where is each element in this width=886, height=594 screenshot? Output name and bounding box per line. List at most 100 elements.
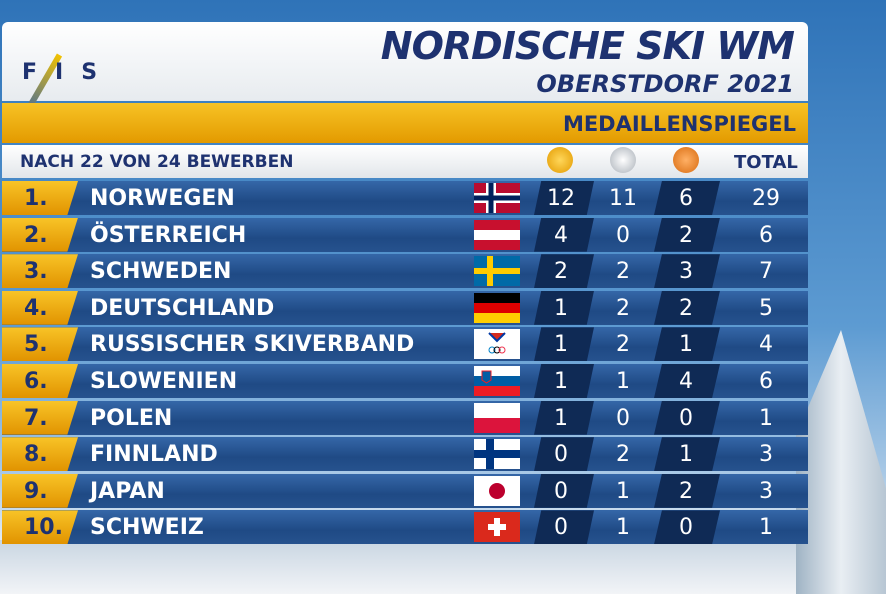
- medal-count: 4: [554, 222, 568, 248]
- medal-count: 2: [679, 222, 693, 248]
- cell-bg: [654, 437, 720, 472]
- rank: 4.: [24, 295, 48, 321]
- cell-bg: [534, 400, 594, 435]
- rank-cell: 7.: [2, 400, 78, 435]
- medal-count: 1: [616, 515, 630, 541]
- rank: 5.: [24, 332, 48, 358]
- flag: [474, 512, 520, 543]
- bronze-icon: [673, 147, 699, 173]
- rank-cell: 4.: [2, 290, 78, 325]
- country: FINNLAND: [90, 442, 218, 468]
- rank-cell: 3.: [2, 254, 78, 289]
- medal-count: 6: [759, 369, 773, 394]
- medal-count: 3: [679, 259, 693, 285]
- flag: [474, 475, 520, 506]
- medal-count: 1: [679, 332, 693, 358]
- table-row: 8. FINNLAND 0 2 1 3: [2, 437, 808, 472]
- flag: [474, 219, 520, 250]
- rank-cell: 5.: [2, 327, 78, 362]
- medal-count: 12: [547, 186, 575, 211]
- medal-count: 0: [616, 405, 630, 431]
- flag: [474, 329, 520, 360]
- medal-count: 2: [679, 478, 693, 504]
- medal-count: 2: [679, 295, 693, 321]
- cell-bg: [534, 217, 594, 252]
- cell-bg: [534, 254, 594, 289]
- cell-bg: [654, 181, 720, 215]
- cell-bg: [534, 364, 594, 398]
- flag: [474, 256, 520, 287]
- table-row: 2. ÖSTERREICH 4 0 2 6: [2, 217, 808, 252]
- medal-count: 0: [554, 478, 568, 504]
- medal-count: 0: [554, 515, 568, 541]
- cell-bg: [654, 290, 720, 325]
- country: SLOWENIEN: [90, 369, 238, 394]
- country: POLEN: [90, 405, 173, 431]
- banner-text: MEDAILLENSPIEGEL: [562, 112, 796, 136]
- medal-count: 2: [616, 442, 630, 468]
- medal-count: 2: [616, 295, 630, 321]
- medal-count: 6: [759, 222, 773, 248]
- rank-cell: 9.: [2, 473, 78, 508]
- medal-count: 4: [759, 332, 773, 358]
- medal-count: 6: [679, 186, 693, 211]
- table-row: 1. NORWEGEN 12 11 6 29: [2, 181, 808, 215]
- medal-count: 0: [616, 222, 630, 248]
- cell-bg: [654, 400, 720, 435]
- medal-count: 2: [616, 332, 630, 358]
- cell-bg: [654, 327, 720, 362]
- medal-count: 1: [554, 369, 568, 394]
- country: ÖSTERREICH: [90, 222, 247, 248]
- logo-letter: I: [55, 60, 64, 85]
- medal-count: 1: [759, 405, 773, 431]
- snow: [0, 540, 886, 594]
- country: DEUTSCHLAND: [90, 295, 275, 321]
- logo-letter: S: [81, 60, 98, 85]
- rank: 9.: [24, 478, 48, 504]
- rank-cell: 10.: [2, 510, 78, 545]
- medal-count: 29: [752, 186, 780, 211]
- medal-count: 0: [554, 442, 568, 468]
- table-row: 6. SLOWENIEN 1 1 4 6: [2, 364, 808, 398]
- medal-count: 1: [616, 369, 630, 394]
- rank: 8.: [24, 442, 48, 468]
- country: RUSSISCHER SKIVERBAND: [90, 332, 415, 358]
- table-row: 4. DEUTSCHLAND 1 2 2 5: [2, 290, 808, 325]
- medal-count: 0: [679, 405, 693, 431]
- medal-count: 11: [609, 186, 637, 211]
- table-row: 9. JAPAN 0 1 2 3: [2, 473, 808, 508]
- table-row: 3. SCHWEDEN 2 2 3 7: [2, 254, 808, 289]
- medal-count: 1: [554, 332, 568, 358]
- rank: 2.: [24, 222, 48, 248]
- country: SCHWEIZ: [90, 515, 204, 541]
- medal-count: 4: [679, 369, 693, 394]
- rank-cell: 8.: [2, 437, 78, 472]
- medal-count: 3: [759, 442, 773, 468]
- silver-icon: [610, 147, 636, 173]
- cell-bg: [654, 473, 720, 508]
- country: SCHWEDEN: [90, 259, 232, 285]
- table-header: NACH 22 VON 24 BEWERBEN TOTAL: [2, 145, 808, 178]
- rank: 1.: [24, 186, 48, 211]
- logo-letter: F: [22, 60, 38, 85]
- medal-count: 3: [759, 478, 773, 504]
- cell-bg: [534, 437, 594, 472]
- medal-count: 1: [554, 295, 568, 321]
- total-header: TOTAL: [734, 152, 798, 173]
- cell-bg: [654, 364, 720, 398]
- rank-cell: 1.: [2, 181, 78, 215]
- table-row: 7. POLEN 1 0 0 1: [2, 400, 808, 435]
- table-row: 5. RUSSISCHER SKIVERBAND 1 2 1 4: [2, 327, 808, 362]
- cell-bg: [534, 473, 594, 508]
- rank: 6.: [24, 369, 48, 394]
- rank: 10.: [24, 515, 63, 541]
- medal-count: 5: [759, 295, 773, 321]
- medal-count: 0: [679, 515, 693, 541]
- cell-bg: [534, 327, 594, 362]
- gold-icon: [547, 147, 573, 173]
- country: NORWEGEN: [90, 186, 235, 211]
- caption: NACH 22 VON 24 BEWERBEN: [20, 152, 294, 172]
- rank-cell: 6.: [2, 364, 78, 398]
